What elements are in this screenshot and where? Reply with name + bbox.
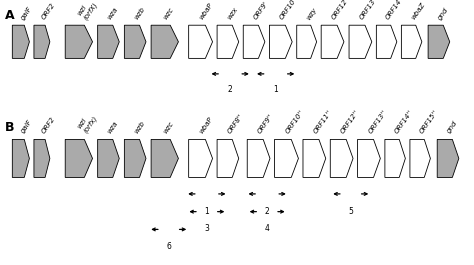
Text: wza: wza — [107, 6, 119, 21]
Text: galF: galF — [19, 5, 33, 21]
Text: wzy: wzy — [305, 6, 318, 21]
Text: ORF9': ORF9' — [252, 0, 269, 21]
Text: ORF11'': ORF11'' — [312, 109, 333, 134]
Polygon shape — [12, 25, 29, 58]
Polygon shape — [12, 139, 29, 178]
Polygon shape — [189, 25, 212, 58]
Text: wbaP: wbaP — [199, 116, 214, 134]
Text: ORF12'': ORF12'' — [340, 109, 360, 134]
Polygon shape — [274, 139, 299, 178]
Text: ORF8'': ORF8'' — [226, 112, 244, 134]
Polygon shape — [410, 139, 430, 178]
Text: wza: wza — [107, 120, 119, 134]
Polygon shape — [401, 25, 422, 58]
Text: wzb: wzb — [134, 6, 146, 21]
Polygon shape — [349, 25, 372, 58]
Polygon shape — [124, 139, 146, 178]
Polygon shape — [217, 25, 239, 58]
Text: 2: 2 — [228, 85, 233, 94]
Text: gnd: gnd — [447, 120, 459, 134]
Text: ORF14'': ORF14'' — [393, 109, 414, 134]
Text: 1: 1 — [273, 85, 278, 94]
Text: wzx: wzx — [226, 6, 239, 21]
Polygon shape — [217, 139, 239, 178]
Text: wzb: wzb — [134, 120, 146, 134]
Polygon shape — [98, 25, 119, 58]
Text: 1: 1 — [204, 207, 209, 216]
Text: ORF10'': ORF10'' — [284, 109, 305, 134]
Polygon shape — [376, 25, 397, 58]
Polygon shape — [247, 139, 270, 178]
Text: ORF9'': ORF9'' — [257, 112, 275, 134]
Polygon shape — [98, 139, 119, 178]
Polygon shape — [437, 139, 459, 178]
Polygon shape — [124, 25, 146, 58]
Polygon shape — [243, 25, 265, 58]
Text: B: B — [5, 121, 14, 134]
Polygon shape — [151, 25, 178, 58]
Text: 4: 4 — [264, 224, 270, 233]
Text: ORF12': ORF12' — [331, 0, 350, 21]
Text: galF: galF — [19, 119, 33, 134]
Text: wzi
(orfX): wzi (orfX) — [77, 0, 99, 21]
Text: 3: 3 — [204, 224, 210, 233]
Text: wzi
(orfx): wzi (orfx) — [77, 111, 99, 134]
Polygon shape — [65, 25, 92, 58]
Text: wbaZ: wbaZ — [410, 2, 426, 21]
Polygon shape — [321, 25, 344, 58]
Text: wbaP: wbaP — [199, 2, 214, 21]
Polygon shape — [34, 25, 50, 58]
Text: ORF2: ORF2 — [41, 2, 56, 21]
Text: ORF14': ORF14' — [385, 0, 404, 21]
Text: 5: 5 — [348, 207, 353, 216]
Polygon shape — [428, 25, 450, 58]
Polygon shape — [269, 25, 292, 58]
Text: ORF2: ORF2 — [41, 116, 56, 134]
Polygon shape — [297, 25, 317, 58]
Text: wzc: wzc — [163, 120, 175, 134]
Polygon shape — [65, 139, 92, 178]
Polygon shape — [330, 139, 353, 178]
Text: 2: 2 — [265, 207, 270, 216]
Text: A: A — [5, 9, 15, 22]
Polygon shape — [34, 139, 50, 178]
Text: ORF13': ORF13' — [359, 0, 378, 21]
Polygon shape — [385, 139, 405, 178]
Polygon shape — [189, 139, 212, 178]
Polygon shape — [151, 139, 178, 178]
Text: wzc: wzc — [163, 6, 175, 21]
Text: ORF13'': ORF13'' — [367, 109, 388, 134]
Polygon shape — [303, 139, 326, 178]
Text: ORF10': ORF10' — [279, 0, 298, 21]
Polygon shape — [357, 139, 380, 178]
Text: ORF15'': ORF15'' — [419, 109, 439, 134]
Text: 6: 6 — [166, 242, 171, 251]
Text: gnd: gnd — [437, 6, 450, 21]
